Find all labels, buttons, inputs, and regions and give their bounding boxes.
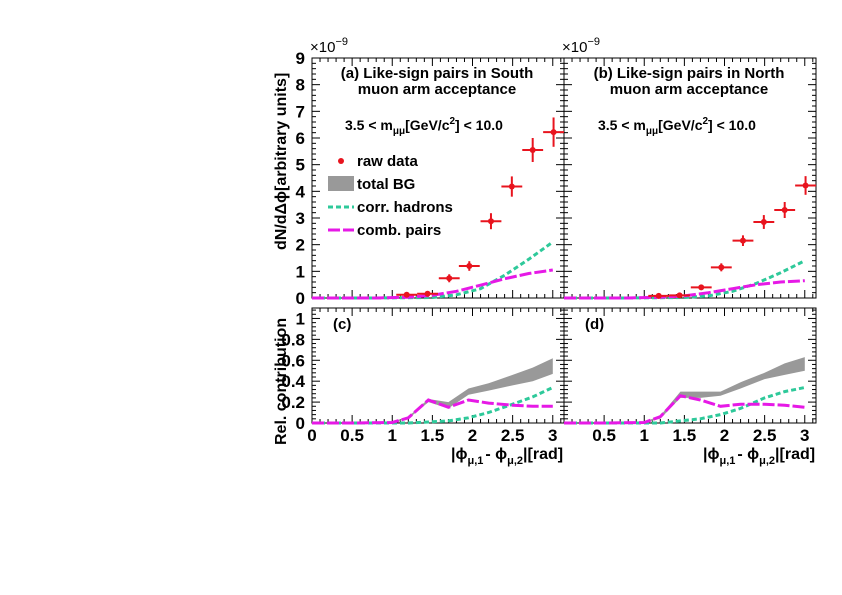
raw-data-marker <box>508 183 515 190</box>
chart-marks <box>312 117 816 425</box>
raw-data-marker <box>739 237 746 244</box>
panel-b-mass-cut: 3.5 < mμμ[GeV/c2] < 10.0 <box>598 116 756 137</box>
raw-data-marker <box>760 219 767 225</box>
comb-pairs-line-c <box>312 398 553 425</box>
y-tick-label: 7 <box>296 102 305 121</box>
corr-hadrons-line-b <box>564 259 806 300</box>
top-y-axis-label: dN/dΔϕ[arbitrary units] <box>273 73 290 250</box>
x-axis-label-right: |ϕμ,1- ϕμ,2|[rad] <box>703 446 815 467</box>
legend-pairs-label: comb. pairs <box>357 222 441 239</box>
raw-data-point-a <box>396 291 418 298</box>
y-tick-label: 1 <box>296 309 305 328</box>
raw-data-marker <box>655 292 662 299</box>
comb-pairs-line-a <box>312 268 554 300</box>
raw-data-point-a <box>458 261 480 271</box>
panel-a-title-line1: (a) Like-sign pairs in South <box>341 65 534 82</box>
raw-data-point-a <box>417 290 438 297</box>
y-tick-label: 0.8 <box>281 330 305 349</box>
legend-hadrons-label: corr. hadrons <box>357 199 453 216</box>
y-tick-label: 9 <box>296 49 305 68</box>
raw-data-marker <box>487 218 494 225</box>
raw-data-marker <box>781 207 788 213</box>
raw-data-point-b <box>753 215 775 229</box>
panel-a-title-line2: muon arm acceptance <box>358 81 516 98</box>
raw-data-point-b <box>774 202 796 218</box>
raw-data-marker <box>718 264 725 271</box>
x-tick-label: 1 <box>388 426 397 445</box>
x-tick-label: 3 <box>800 426 809 445</box>
raw-data-marker <box>802 182 809 189</box>
raw-data-point-b <box>710 263 732 272</box>
exponent-label-right: ×10−9 <box>562 36 600 56</box>
x-tick-label: 1.5 <box>673 426 697 445</box>
x-tick-label: 0.5 <box>340 426 364 445</box>
raw-data-point-b <box>795 176 816 195</box>
raw-data-marker <box>403 291 410 298</box>
y-tick-label: 6 <box>296 129 305 148</box>
x-tick-label: 2 <box>468 426 477 445</box>
panel-d-frame <box>563 307 817 424</box>
legend: raw data total BG corr. hadrons comb. pa… <box>328 153 453 239</box>
x-axis-label-left: |ϕμ,1- ϕμ,2|[rad] <box>451 446 563 467</box>
comb-pairs-line-d <box>564 394 805 425</box>
x-tick-label: 1.5 <box>421 426 445 445</box>
bottom-y-axis-label: Rel. contribution <box>273 318 290 445</box>
raw-data-point-b <box>648 292 670 299</box>
panel-b-title-line2: muon arm acceptance <box>610 81 768 98</box>
legend-bg-label: total BG <box>357 176 415 193</box>
raw-data-marker <box>550 129 557 136</box>
comb-pairs-line-b <box>564 279 805 300</box>
raw-data-marker <box>676 292 683 299</box>
x-tick-label: 0.5 <box>592 426 616 445</box>
y-tick-label: 0.4 <box>281 372 305 391</box>
x-tick-label: 0 <box>307 426 316 445</box>
x-tick-label: 2.5 <box>753 426 777 445</box>
raw-data-marker <box>466 263 473 269</box>
corr-hadrons-line-a <box>312 240 554 300</box>
y-tick-label: 1 <box>296 262 305 281</box>
raw-data-point-b <box>690 284 712 291</box>
panel-d-label: (d) <box>585 316 604 333</box>
exponent-label-left: ×10−9 <box>310 36 348 56</box>
raw-data-marker <box>446 275 453 282</box>
y-tick-label: 0 <box>296 414 305 433</box>
raw-data-point-a <box>501 176 523 197</box>
x-tick-label: 2.5 <box>501 426 525 445</box>
y-tick-label: 0.2 <box>281 393 305 412</box>
panel-c-label: (c) <box>333 316 351 333</box>
raw-data-point-a <box>543 117 564 147</box>
total-bg-band-c <box>312 358 553 423</box>
raw-data-point-a <box>438 274 460 283</box>
legend-raw-label: raw data <box>357 153 419 170</box>
raw-data-point-a <box>480 213 502 230</box>
raw-data-point-b <box>669 292 690 299</box>
y-tick-label: 3 <box>296 209 305 228</box>
axis-ticks: 0 0.5 1 1.5 2 2.5 3 0.5 1 1.5 2 2.5 3012345678900.20… <box>281 49 816 445</box>
raw-data-marker <box>529 147 536 153</box>
raw-data-marker <box>698 284 705 291</box>
raw-data-point-a <box>522 138 544 162</box>
y-tick-label: 8 <box>296 76 305 95</box>
legend-raw-marker <box>338 158 344 164</box>
panel-a-mass-cut: 3.5 < mμμ[GeV/c2] < 10.0 <box>345 116 503 137</box>
y-tick-label: 0.6 <box>281 351 305 370</box>
y-tick-label: 2 <box>296 236 305 255</box>
y-tick-label: 5 <box>296 156 305 175</box>
x-tick-label: 1 <box>640 426 649 445</box>
y-tick-label: 0 <box>296 289 305 308</box>
y-tick-label: 4 <box>296 182 306 201</box>
raw-data-point-b <box>732 235 754 246</box>
legend-bg-swatch <box>328 176 354 191</box>
panel-b-frame <box>563 57 817 299</box>
x-tick-label: 2 <box>720 426 729 445</box>
x-tick-label: 3 <box>548 426 557 445</box>
panel-b-title-line1: (b) Like-sign pairs in North <box>594 65 785 82</box>
raw-data-marker <box>424 290 431 297</box>
total-bg-band-d <box>564 357 805 423</box>
